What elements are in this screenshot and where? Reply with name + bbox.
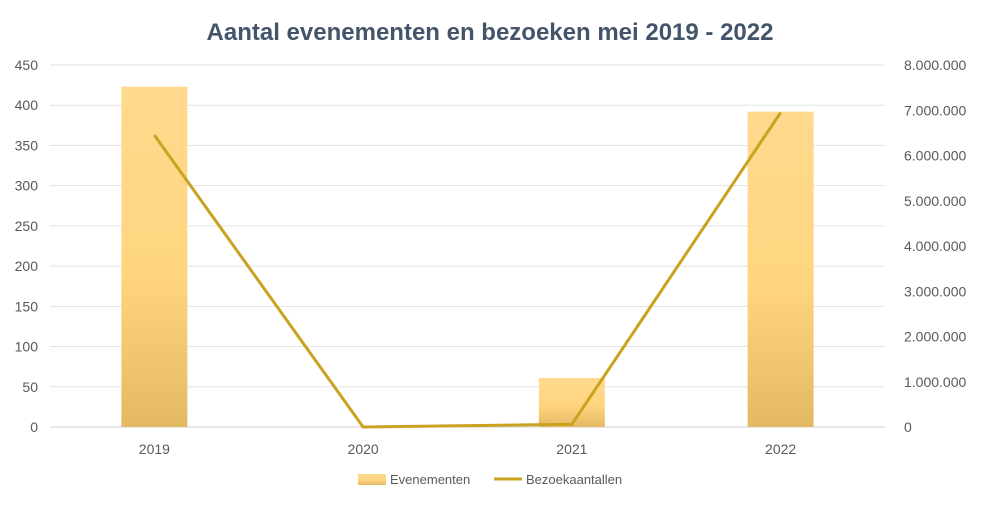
right-tick-label: 3.000.000 (904, 283, 966, 299)
left-tick-label: 450 (15, 57, 39, 73)
bar-2021 (538, 377, 605, 427)
left-axis-ticks: 0 50 100 150 200 250 300 350 400 450 (15, 57, 39, 435)
left-tick-label: 100 (15, 339, 39, 355)
bar-2022 (747, 111, 814, 427)
x-tick-label: 2020 (348, 441, 379, 457)
right-tick-label: 2.000.000 (904, 329, 966, 345)
x-tick-label: 2021 (556, 441, 587, 457)
right-tick-label: 4.000.000 (904, 238, 966, 254)
chart-title: Aantal evenementen en bezoeken mei 2019 … (207, 19, 774, 46)
bar-2019 (121, 86, 188, 427)
right-tick-label: 8.000.000 (904, 57, 966, 73)
left-tick-label: 200 (15, 258, 39, 274)
right-tick-label: 0 (904, 419, 912, 435)
x-tick-label: 2019 (139, 441, 170, 457)
legend-label-evenementen: Evenementen (390, 472, 470, 487)
bar-series-evenementen (121, 86, 814, 427)
left-tick-label: 0 (30, 419, 38, 435)
left-tick-label: 400 (15, 97, 39, 113)
right-tick-label: 1.000.000 (904, 374, 966, 390)
right-tick-label: 5.000.000 (904, 193, 966, 209)
line-bezoekaantallen (153, 111, 782, 429)
line-series-bezoekaantallen (153, 111, 782, 429)
left-tick-label: 350 (15, 137, 39, 153)
right-tick-label: 7.000.000 (904, 102, 966, 118)
legend: Evenementen Bezoekaantallen (358, 472, 622, 487)
right-axis-ticks: 0 1.000.000 2.000.000 3.000.000 4.000.000 5.0… (904, 57, 966, 435)
left-tick-label: 150 (15, 298, 39, 314)
left-tick-label: 250 (15, 218, 39, 234)
left-tick-label: 50 (22, 379, 38, 395)
x-tick-label: 2022 (765, 441, 796, 457)
right-tick-label: 6.000.000 (904, 148, 966, 164)
legend-label-bezoekaantallen: Bezoekaantallen (526, 472, 622, 487)
x-axis-ticks: 2019 2020 2021 2022 (139, 441, 797, 457)
left-tick-label: 300 (15, 178, 39, 194)
legend-swatch-evenementen (358, 474, 386, 485)
